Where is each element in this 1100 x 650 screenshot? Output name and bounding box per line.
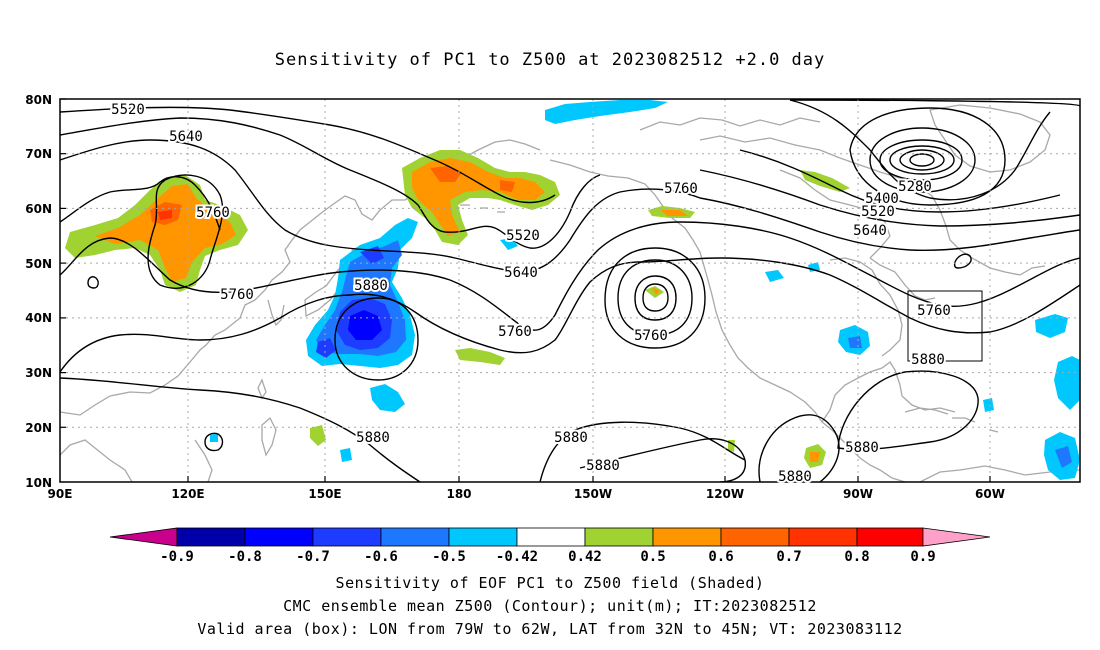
z500-contours xyxy=(60,99,1080,482)
lat-label: 20N xyxy=(25,421,52,435)
lon-label: 90E xyxy=(48,487,73,501)
lat-label: 60N xyxy=(25,202,52,216)
colorbar-label: 0.9 xyxy=(910,549,935,565)
colorbar-label: 0.8 xyxy=(844,549,869,565)
lat-label: 30N xyxy=(25,366,52,380)
caption-line-3: Valid area (box): LON from 79W to 62W, L… xyxy=(197,620,903,638)
colorbar-label: 0.42 xyxy=(568,549,602,565)
colorbar-label: -0.6 xyxy=(364,549,398,565)
lon-label: 150W xyxy=(574,487,612,501)
colorbar-arrow-low xyxy=(109,527,178,547)
valid-area-box xyxy=(907,290,983,362)
contour-label: 5760 xyxy=(917,303,951,319)
contour-label: 5520 xyxy=(506,228,540,244)
map-title: Sensitivity of PC1 to Z500 at 2023082512… xyxy=(274,50,826,70)
contour-label: 5880 xyxy=(586,458,620,474)
colorbar-label: -0.9 xyxy=(160,549,194,565)
grid-lines xyxy=(60,99,1080,482)
contour-label: 5640 xyxy=(169,129,203,145)
lat-label: 80N xyxy=(25,93,52,107)
contour-label: 5640 xyxy=(504,265,538,281)
contour-label: 5760 xyxy=(498,324,532,340)
lon-label: 90W xyxy=(843,487,873,501)
colorbar-label: 0.7 xyxy=(776,549,801,565)
contour-label: 5760 xyxy=(664,181,698,197)
contour-label: 5760 xyxy=(634,328,668,344)
contour-label: 5880 xyxy=(354,278,388,294)
lon-label: 180 xyxy=(446,487,471,501)
colorbar-label: -0.42 xyxy=(496,549,538,565)
colorbar-label: -0.8 xyxy=(228,549,262,565)
map-frame xyxy=(59,98,1081,483)
contour-label: 5520 xyxy=(111,102,145,118)
caption-line-1: Sensitivity of EOF PC1 to Z500 field (Sh… xyxy=(335,574,765,592)
lat-label: 10N xyxy=(25,476,52,490)
contour-label: 5880 xyxy=(845,440,879,456)
colorbar-label: 0.6 xyxy=(708,549,733,565)
contour-label: 5880 xyxy=(356,430,390,446)
contour-label: 5880 xyxy=(778,469,812,485)
contour-label: 5760 xyxy=(196,205,230,221)
lon-label: 150E xyxy=(308,487,341,501)
lat-label: 50N xyxy=(25,257,52,271)
colorbar-label: -0.7 xyxy=(296,549,330,565)
lat-label: 40N xyxy=(25,311,52,325)
contour-label: 5880 xyxy=(554,430,588,446)
lon-label: 60W xyxy=(975,487,1005,501)
contour-label: 5640 xyxy=(853,223,887,239)
caption-line-2: CMC ensemble mean Z500 (Contour); unit(m… xyxy=(283,597,817,615)
colorbar-arrow-high xyxy=(922,527,991,547)
shading-positive xyxy=(65,150,850,468)
colorbar-label: 0.5 xyxy=(640,549,665,565)
contour-label: 5280 xyxy=(898,179,932,195)
contour-label: 5400 xyxy=(865,191,899,207)
lat-label: 70N xyxy=(25,147,52,161)
colorbar-label: -0.5 xyxy=(432,549,466,565)
lon-label: 120E xyxy=(171,487,204,501)
colorbar xyxy=(109,527,991,547)
axis-ticks xyxy=(60,98,991,482)
contour-labels: 5520 5640 5760 5520 5640 5760 5880 5760 … xyxy=(109,100,953,487)
lon-label: 120W xyxy=(706,487,744,501)
contour-label: 5760 xyxy=(220,287,254,303)
contour-label: 5880 xyxy=(911,352,945,368)
contour-label: 5520 xyxy=(861,204,895,220)
